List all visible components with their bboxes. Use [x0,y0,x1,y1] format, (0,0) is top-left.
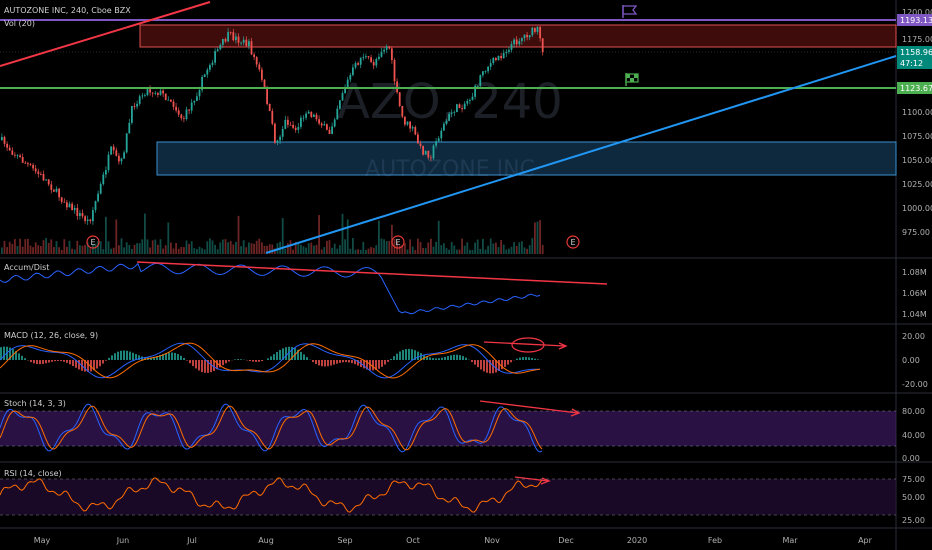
time-label: Feb [708,536,722,545]
time-label: Sep [337,536,352,545]
price-tick-label: 1000.00 [902,204,932,213]
time-label: Oct [406,536,420,545]
symbol-title[interactable]: AUTOZONE INC, 240, Cboe BZX [4,6,131,15]
rsi-arrow-line[interactable] [514,476,549,482]
rsi-tick-label: 50.00 [902,493,925,502]
earnings-marker-label: E [90,238,95,247]
support-zone[interactable] [156,141,897,176]
accum-dist-line [0,262,541,315]
rsi-arrow-head-icon [540,477,551,485]
time-label: Dec [558,536,573,545]
time-label: Jul [186,536,197,545]
time-label: 2020 [627,536,647,545]
earnings-marker[interactable]: E [566,235,580,249]
price-badge: 47:12 [897,57,932,69]
price-badge: 1193.13 [897,14,932,26]
time-label: Jun [116,536,130,545]
time-label: Mar [782,536,798,545]
price-tick-label: 1050.00 [902,156,932,165]
stoch-k-line [0,403,543,453]
macd-tick-label: 20.00 [902,332,925,341]
stoch-d-line [0,405,543,451]
blue-trend-line[interactable] [265,55,897,254]
volume-bars [1,213,544,254]
accum-dist-title[interactable]: Accum/Dist [4,263,49,272]
resistance-zone[interactable] [139,24,897,48]
price-badges: 1193.13 1158.96 47:12 1123.67 [897,14,932,94]
accum-tick-label: 1.08M [902,268,927,277]
rsi-title[interactable]: RSI (14, close) [4,469,62,478]
macd-tick-label: 0.00 [902,356,920,365]
macd-axis-ticks: 20.00 0.00 -20.00 [902,332,928,389]
price-badge-label: 1193.13 [900,16,932,25]
flag-purple-icon[interactable] [622,5,638,18]
price-badge-label: 1158.96 [900,48,932,57]
stoch-tick-label: 40.00 [902,431,925,440]
price-badge: 1123.67 [897,82,932,94]
stoch-axis-ticks: 80.00 40.00 0.00 [902,407,925,463]
time-label: Nov [484,536,500,545]
watermark-ticker: AZO, 240 [337,74,563,130]
accum-axis-ticks: 1.08M 1.06M 1.04M [902,268,927,319]
price-badge: 1158.96 [897,46,932,58]
macd-arrow-head-icon [558,342,568,350]
price-tick-label: 975.00 [902,228,930,237]
price-badge-label: 47:12 [900,59,923,68]
stoch-tick-label: 80.00 [902,407,925,416]
earnings-marker-label: E [395,238,400,247]
stoch-trend-line[interactable] [479,400,579,414]
accum-trend-line[interactable] [136,261,608,285]
price-tick-label: 1200.00 [902,8,932,17]
earnings-marker[interactable]: E [86,235,100,249]
accum-tick-label: 1.04M [902,310,927,319]
stoch-tick-label: 0.00 [902,454,920,463]
rsi-line [0,477,543,513]
macd-signal-line [0,342,541,379]
rsi-band [0,479,896,515]
volume-label[interactable]: Vol (20) [4,19,35,28]
rsi-tick-label: 75.00 [902,475,925,484]
time-label: Aug [258,536,274,545]
price-candles [1,25,544,225]
price-tick-label: 1100.00 [902,108,932,117]
earnings-marker[interactable]: E [391,235,405,249]
price-tick-label: 1025.00 [902,180,932,189]
macd-histogram [0,346,542,374]
stoch-arrow-head-icon [570,408,581,417]
time-label: Apr [858,536,873,545]
price-tick-label: 1175.00 [902,35,932,44]
red-trend-line[interactable] [0,1,211,67]
rsi-tick-label: 25.00 [902,516,925,525]
macd-tick-label: -20.00 [902,380,928,389]
accum-tick-label: 1.06M [902,289,927,298]
macd-line [0,342,540,379]
rsi-axis-ticks: 75.00 50.00 25.00 [902,475,925,525]
time-label: May [34,536,51,545]
price-tick-label: 1075.00 [902,132,932,141]
stoch-title[interactable]: Stoch (14, 3, 3) [4,399,66,408]
macd-arrow-line[interactable] [483,341,566,347]
price-badge-label: 1123.67 [900,84,932,93]
time-axis[interactable]: May Jun Jul Aug Sep Oct Nov Dec 2020 Feb Mar Apr [34,536,873,545]
macd-title[interactable]: MACD (12, 26, close, 9) [4,331,98,340]
flag-checkered-icon[interactable] [625,73,639,86]
earnings-marker-label: E [570,238,575,247]
